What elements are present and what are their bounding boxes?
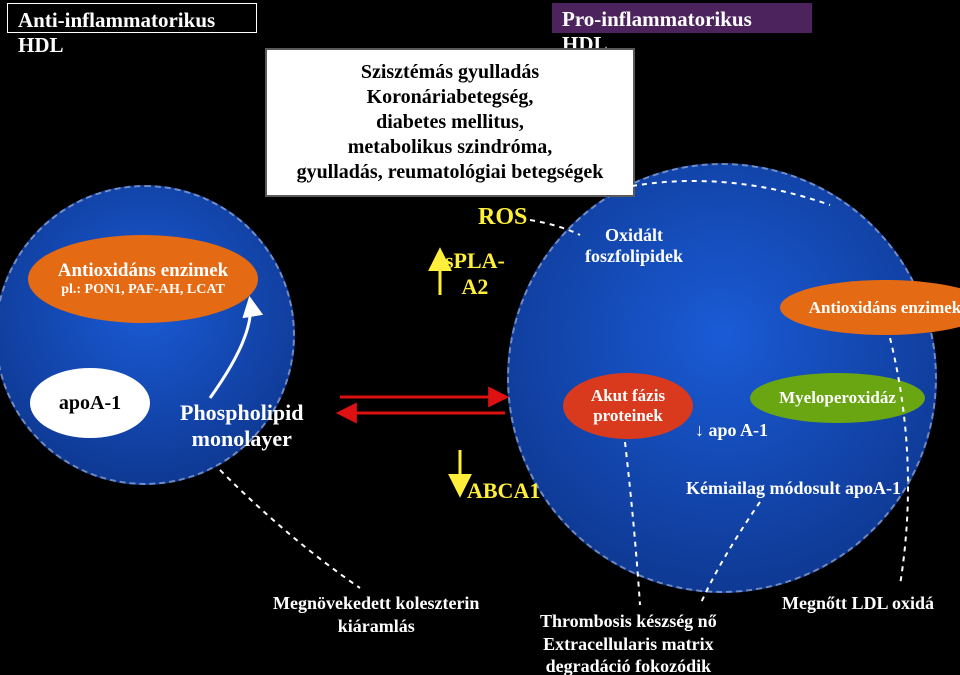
- out-right-1: Megnőtt LDL oxidá: [782, 592, 934, 615]
- center-line-2: Koronáriabetegség,: [283, 85, 617, 110]
- center-line-1: Szisztémás gyulladás: [283, 60, 617, 85]
- ros-label: ROS: [478, 204, 527, 231]
- apoA1-decrease-label: ↓ apo A-1: [695, 420, 768, 441]
- apoA1-left-text: apoA-1: [59, 392, 121, 415]
- out-mid-3: degradáció fokozódik: [540, 655, 717, 675]
- center-conditions-box: Szisztémás gyulladás Koronáriabetegség, …: [265, 48, 635, 197]
- apoA1-left: apoA-1: [30, 368, 150, 438]
- outcome-thrombosis-matrix: Thrombosis készség nő Extracellularis ma…: [540, 610, 717, 675]
- oxidalt-line2: foszfolipidek: [585, 246, 683, 267]
- antioxidant-enzymes-left: Antioxidáns enzimek pl.: PON1, PAF-AH, L…: [28, 235, 258, 323]
- down-arrow-glyph: ↓: [695, 420, 709, 440]
- spla-a2-label: sPLA- A2: [445, 248, 505, 300]
- spla-line1: sPLA-: [445, 248, 505, 274]
- phospho-line2: monolayer: [180, 426, 304, 452]
- header-anti-inflammatory: Anti-inflammatorikus HDL: [7, 3, 257, 33]
- myelo-text: Myeloperoxidáz: [779, 388, 896, 408]
- acute-phase-proteins: Akut fázis proteinek: [563, 373, 693, 439]
- akut-line1: Akut fázis: [591, 386, 665, 406]
- center-line-4: metabolikus szindróma,: [283, 135, 617, 160]
- myeloperoxidase: Myeloperoxidáz: [750, 373, 925, 423]
- equilibrium-arrows: [340, 397, 505, 413]
- abca1-label: ABCA1: [467, 478, 540, 504]
- spla-line2: A2: [445, 274, 505, 300]
- phospho-line1: Phospholipid: [180, 400, 304, 426]
- header-pro-inflammatory: Pro-inflammatorikus HDL: [552, 3, 812, 33]
- apoA1-down-text: apo A-1: [709, 420, 769, 440]
- outcome-cholesterol-efflux: Megnövekedett koleszterin kiáramlás: [273, 592, 479, 637]
- center-line-3: diabetes mellitus,: [283, 110, 617, 135]
- oxidized-phospholipids-label: Oxidált foszfolipidek: [585, 225, 683, 267]
- out-mid-1: Thrombosis készség nő: [540, 610, 717, 633]
- center-line-5: gyulladás, reumatológiai betegségek: [283, 160, 617, 185]
- outcome-ldl-oxidation: Megnőtt LDL oxidá: [782, 592, 934, 615]
- akut-line2: proteinek: [593, 406, 663, 426]
- antiox-left-line2: pl.: PON1, PAF-AH, LCAT: [61, 282, 225, 298]
- out-left-1: Megnövekedett koleszterin: [273, 592, 479, 615]
- antiox-left-line1: Antioxidáns enzimek: [58, 260, 229, 282]
- diagram-stage: Anti-inflammatorikus HDL Pro-inflammator…: [0, 0, 960, 675]
- header-left-text: Anti-inflammatorikus HDL: [18, 8, 215, 57]
- antiox-right-text: Antioxidáns enzimek: [809, 298, 960, 318]
- phospholipid-monolayer-label: Phospholipid monolayer: [180, 400, 304, 452]
- out-mid-2: Extracellularis matrix: [540, 633, 717, 656]
- oxidalt-line1: Oxidált: [585, 225, 683, 246]
- out-left-2: kiáramlás: [273, 615, 479, 638]
- chemically-modified-apoA1-label: Kémiailag módosult apoA-1: [686, 478, 901, 499]
